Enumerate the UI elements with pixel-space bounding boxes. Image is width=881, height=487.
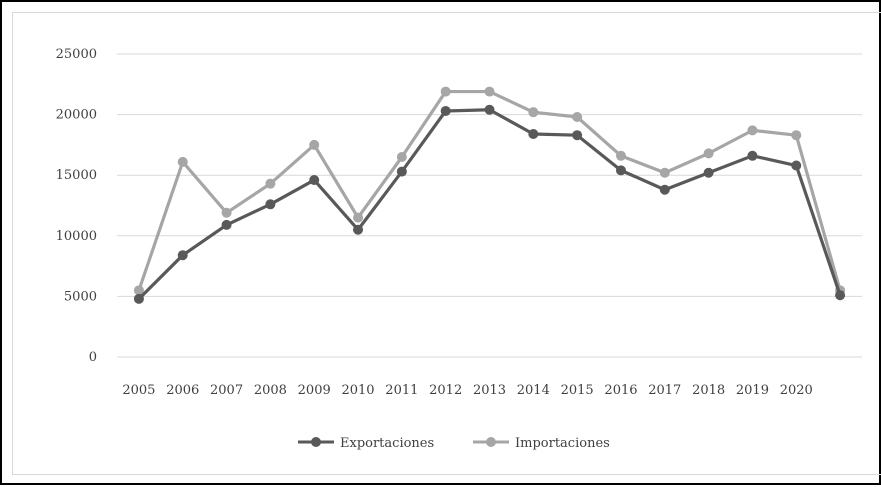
x-tick-label: 2005 <box>122 383 155 398</box>
data-point-importaciones <box>265 178 276 189</box>
data-point-exportaciones <box>265 199 276 210</box>
x-tick-label: 2011 <box>385 383 418 398</box>
data-point-exportaciones <box>572 130 583 141</box>
y-tick-label: 5000 <box>64 289 97 304</box>
data-point-exportaciones <box>440 105 451 116</box>
x-tick-label: 2020 <box>780 383 813 398</box>
legend-marker-exportaciones <box>311 437 321 447</box>
data-point-importaciones <box>353 212 364 223</box>
y-tick-label: 25000 <box>56 47 97 62</box>
x-tick-label: 2013 <box>473 383 506 398</box>
x-tick-label: 2008 <box>254 383 287 398</box>
data-point-importaciones <box>528 107 539 118</box>
data-point-importaciones <box>309 139 320 150</box>
data-point-importaciones <box>615 150 626 161</box>
x-tick-label: 2019 <box>736 383 769 398</box>
x-tick-label: 2016 <box>604 383 637 398</box>
data-point-exportaciones <box>615 165 626 176</box>
x-tick-label: 2015 <box>561 383 594 398</box>
data-point-importaciones <box>572 112 583 123</box>
data-point-exportaciones <box>659 184 670 195</box>
data-point-importaciones <box>791 130 802 141</box>
x-tick-label: 2014 <box>517 383 550 398</box>
data-point-importaciones <box>484 86 495 97</box>
data-point-importaciones <box>659 167 670 178</box>
legend-marker-importaciones <box>486 437 496 447</box>
data-point-exportaciones <box>221 219 232 230</box>
data-point-exportaciones <box>747 150 758 161</box>
series-line-importaciones <box>137 89 842 291</box>
legend-label-importaciones: Importaciones <box>515 436 610 451</box>
x-tick-label: 2018 <box>692 383 725 398</box>
data-point-exportaciones <box>396 166 407 177</box>
data-point-exportaciones <box>133 293 144 304</box>
data-point-importaciones <box>747 125 758 136</box>
data-point-exportaciones <box>835 290 846 301</box>
data-point-importaciones <box>396 152 407 163</box>
data-point-exportaciones <box>177 250 188 261</box>
legend-label-exportaciones: Exportaciones <box>340 436 434 451</box>
data-point-exportaciones <box>791 160 802 171</box>
data-point-importaciones <box>221 207 232 218</box>
x-tick-label: 2012 <box>429 383 462 398</box>
data-point-exportaciones <box>309 175 320 186</box>
y-tick-label: 10000 <box>56 229 97 244</box>
x-tick-label: 2009 <box>298 383 331 398</box>
x-tick-label: 2017 <box>648 383 681 398</box>
x-tick-label: 2007 <box>210 383 243 398</box>
y-tick-label: 15000 <box>56 168 97 183</box>
data-point-importaciones <box>703 148 714 159</box>
x-tick-label: 2006 <box>166 383 199 398</box>
data-point-importaciones <box>177 156 188 167</box>
data-point-exportaciones <box>528 128 539 139</box>
data-point-exportaciones <box>353 224 364 235</box>
x-tick-label: 2010 <box>341 383 374 398</box>
data-point-exportaciones <box>703 167 714 178</box>
y-tick-label: 20000 <box>56 108 97 123</box>
data-point-importaciones <box>440 86 451 97</box>
chart-area-border <box>12 12 881 475</box>
data-point-exportaciones <box>484 104 495 115</box>
y-tick-label: 0 <box>89 350 97 365</box>
data-point-importaciones <box>133 285 144 296</box>
